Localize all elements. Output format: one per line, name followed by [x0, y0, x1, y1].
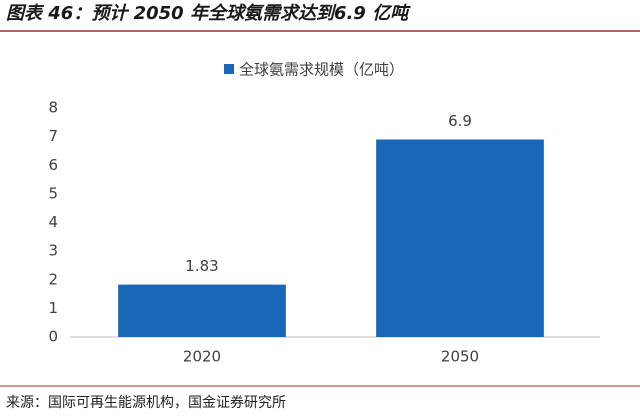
y-tick-label: 7	[48, 127, 58, 145]
bar	[376, 139, 544, 337]
legend-swatch	[224, 64, 234, 74]
y-tick-label: 2	[48, 270, 58, 288]
source: 来源：国际可再生能源机构，国金证券研究所	[6, 395, 286, 411]
y-tick-label: 6	[48, 156, 58, 174]
y-tick-label: 8	[48, 99, 58, 117]
chart-title: 图表 46：预计 2050 年全球氨需求达到6.9 亿吨	[6, 3, 411, 24]
bar	[118, 284, 286, 337]
y-tick-label: 0	[48, 328, 58, 346]
y-tick-label: 4	[48, 213, 58, 231]
y-tick-label: 5	[48, 184, 58, 202]
value-label: 6.9	[448, 112, 472, 130]
y-tick-label: 1	[48, 299, 58, 317]
x-tick-label: 2020	[183, 348, 221, 366]
legend-label: 全球氨需求规模（亿吨）	[239, 61, 404, 79]
value-label: 1.83	[185, 257, 218, 275]
x-tick-label: 2050	[441, 348, 479, 366]
y-tick-label: 3	[48, 242, 58, 260]
